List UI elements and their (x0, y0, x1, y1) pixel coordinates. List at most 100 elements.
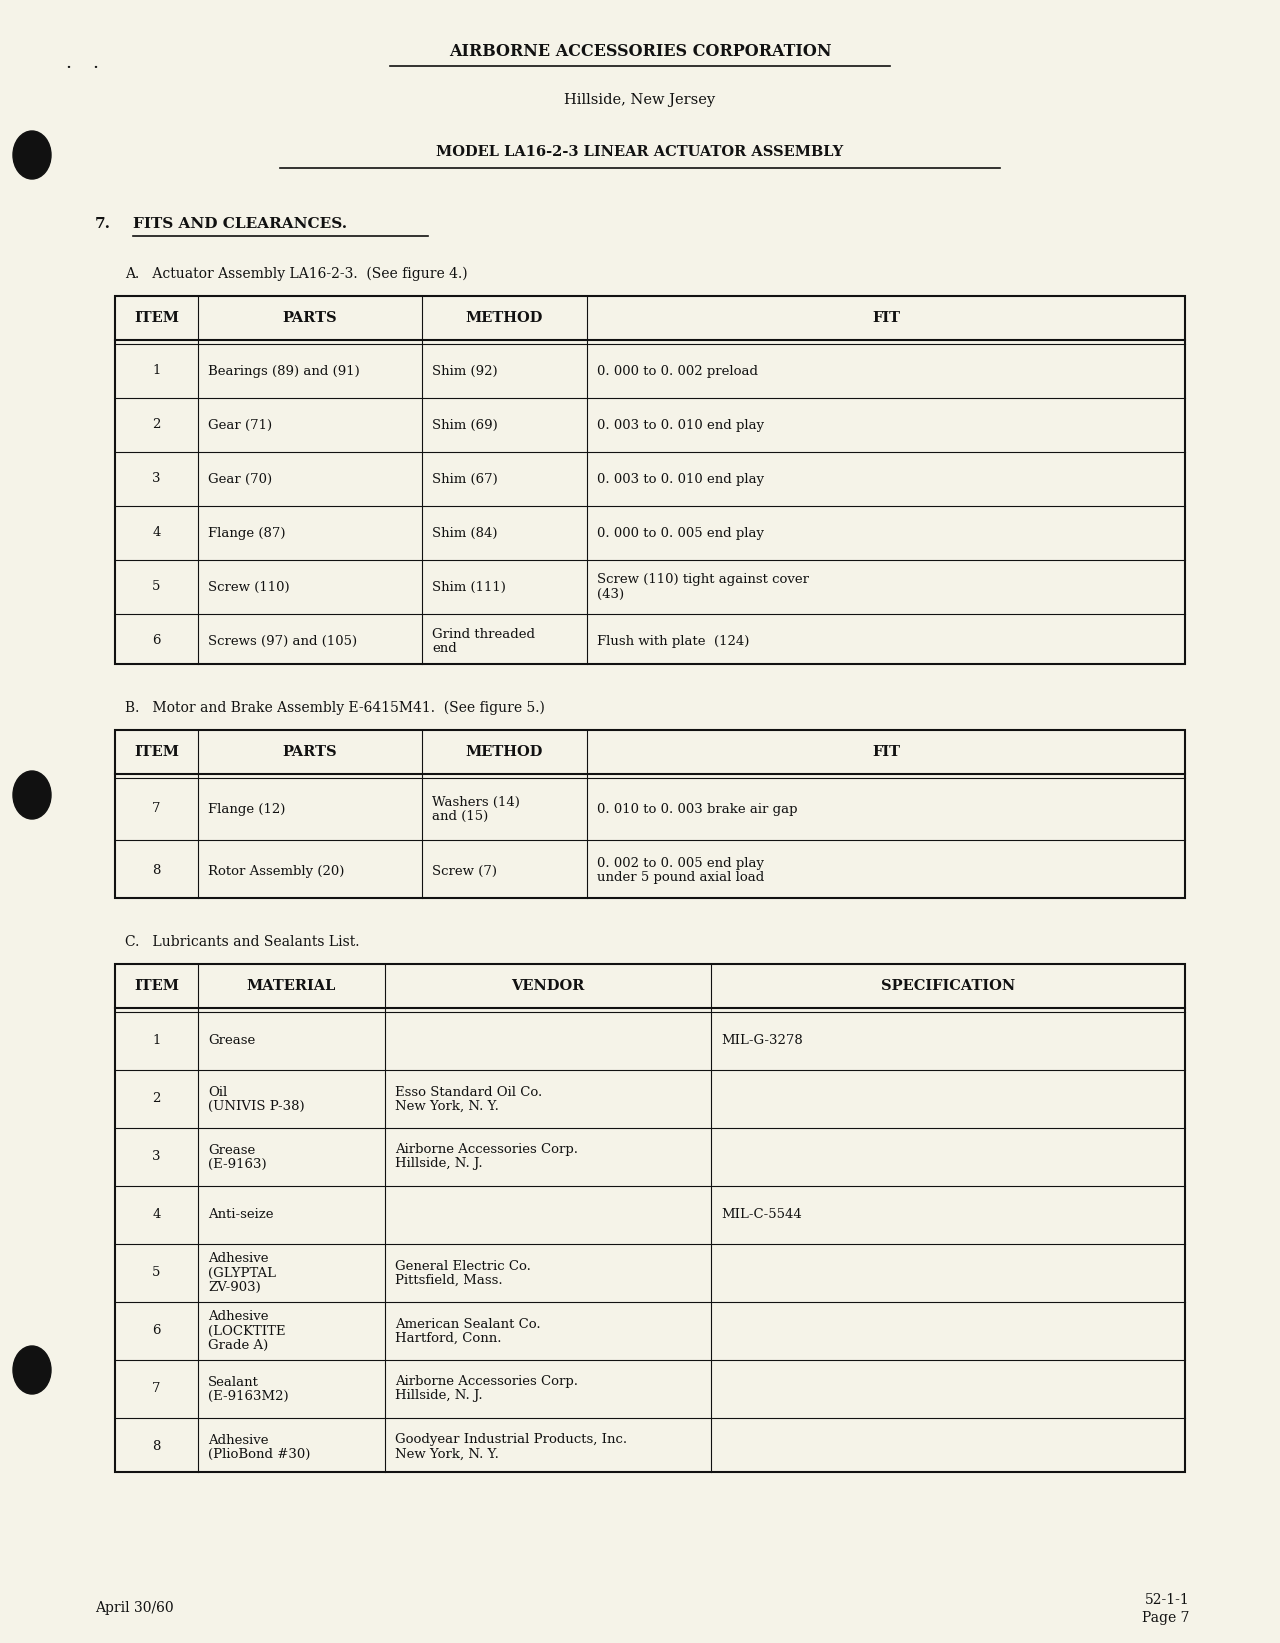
Text: Flush with plate  (124): Flush with plate (124) (596, 634, 749, 647)
Text: 7.: 7. (95, 217, 111, 232)
Text: Adhesive: Adhesive (207, 1433, 269, 1446)
Text: AIRBORNE ACCESSORIES CORPORATION: AIRBORNE ACCESSORIES CORPORATION (449, 43, 831, 61)
Text: A.   Actuator Assembly LA16-2-3.  (See figure 4.): A. Actuator Assembly LA16-2-3. (See figu… (125, 266, 467, 281)
Text: PARTS: PARTS (283, 744, 338, 759)
Text: end: end (433, 641, 457, 654)
Text: C.   Lubricants and Sealants List.: C. Lubricants and Sealants List. (125, 935, 360, 950)
Text: Hillside, N. J.: Hillside, N. J. (396, 1390, 483, 1403)
Text: ITEM: ITEM (134, 979, 179, 992)
Text: 8: 8 (152, 864, 161, 877)
Text: 5: 5 (152, 580, 161, 593)
Text: Screw (7): Screw (7) (433, 864, 497, 877)
Text: Flange (87): Flange (87) (207, 526, 285, 539)
Text: 52-1-1: 52-1-1 (1146, 1594, 1190, 1607)
Text: VENDOR: VENDOR (511, 979, 585, 992)
Text: (43): (43) (596, 588, 625, 600)
Bar (115, 296, 1185, 664)
Text: 3: 3 (152, 1150, 161, 1163)
Text: Shim (69): Shim (69) (433, 419, 498, 432)
Text: Esso Standard Oil Co.: Esso Standard Oil Co. (396, 1086, 543, 1099)
Text: ITEM: ITEM (134, 744, 179, 759)
Text: Goodyear Industrial Products, Inc.: Goodyear Industrial Products, Inc. (396, 1433, 627, 1446)
Text: ZV-903): ZV-903) (207, 1280, 261, 1293)
Text: 0. 003 to 0. 010 end play: 0. 003 to 0. 010 end play (596, 473, 764, 485)
Text: Grease: Grease (207, 1035, 255, 1048)
Text: Adhesive: Adhesive (207, 1311, 269, 1324)
Text: Shim (67): Shim (67) (433, 473, 498, 485)
Text: 7: 7 (152, 1382, 161, 1395)
Text: Grade A): Grade A) (207, 1339, 269, 1352)
Text: Flange (12): Flange (12) (207, 802, 285, 815)
Text: Shim (111): Shim (111) (433, 580, 506, 593)
Text: 2: 2 (152, 419, 161, 432)
Text: 0. 000 to 0. 005 end play: 0. 000 to 0. 005 end play (596, 526, 764, 539)
Text: Gear (71): Gear (71) (207, 419, 273, 432)
Text: Anti-seize: Anti-seize (207, 1209, 274, 1221)
Text: Washers (14): Washers (14) (433, 795, 520, 808)
Text: New York, N. Y.: New York, N. Y. (396, 1099, 499, 1112)
Text: FITS AND CLEARANCES.: FITS AND CLEARANCES. (133, 217, 347, 232)
Text: Screw (110) tight against cover: Screw (110) tight against cover (596, 573, 809, 587)
Text: Screws (97) and (105): Screws (97) and (105) (207, 634, 357, 647)
Text: 4: 4 (152, 1209, 161, 1221)
Text: 6: 6 (152, 1324, 161, 1337)
Text: 4: 4 (152, 526, 161, 539)
Text: (GLYPTAL: (GLYPTAL (207, 1267, 276, 1280)
Bar (115, 729, 1185, 899)
Text: 7: 7 (152, 802, 161, 815)
Text: 6: 6 (152, 634, 161, 647)
Text: Rotor Assembly (20): Rotor Assembly (20) (207, 864, 344, 877)
Text: MIL-C-5544: MIL-C-5544 (721, 1209, 801, 1221)
Text: MATERIAL: MATERIAL (247, 979, 337, 992)
Text: 2: 2 (152, 1093, 161, 1106)
Text: Sealant: Sealant (207, 1375, 259, 1388)
Text: Adhesive: Adhesive (207, 1252, 269, 1265)
Text: 8: 8 (152, 1441, 161, 1454)
Text: Hartford, Conn.: Hartford, Conn. (396, 1331, 502, 1344)
Text: (PlioBond #30): (PlioBond #30) (207, 1447, 310, 1461)
Text: Airborne Accessories Corp.: Airborne Accessories Corp. (396, 1375, 579, 1388)
Text: FIT: FIT (872, 311, 900, 325)
Ellipse shape (13, 1346, 51, 1393)
Text: 3: 3 (152, 473, 161, 485)
Text: New York, N. Y.: New York, N. Y. (396, 1447, 499, 1461)
Text: 5: 5 (152, 1267, 161, 1280)
Text: Shim (84): Shim (84) (433, 526, 498, 539)
Text: Grind threaded: Grind threaded (433, 628, 535, 641)
Text: under 5 pound axial load: under 5 pound axial load (596, 871, 764, 884)
Text: Hillside, N. J.: Hillside, N. J. (396, 1158, 483, 1170)
Text: ITEM: ITEM (134, 311, 179, 325)
Text: 1: 1 (152, 365, 161, 378)
Text: METHOD: METHOD (466, 311, 543, 325)
Ellipse shape (13, 131, 51, 179)
Text: April 30/60: April 30/60 (95, 1600, 174, 1615)
Text: Pittsfield, Mass.: Pittsfield, Mass. (396, 1273, 503, 1286)
Text: Airborne Accessories Corp.: Airborne Accessories Corp. (396, 1144, 579, 1157)
Text: 0. 002 to 0. 005 end play: 0. 002 to 0. 005 end play (596, 858, 764, 871)
Text: ·: · (92, 59, 99, 77)
Text: and (15): and (15) (433, 810, 488, 823)
Text: General Electric Co.: General Electric Co. (396, 1260, 531, 1272)
Text: Screw (110): Screw (110) (207, 580, 289, 593)
Text: (E-9163M2): (E-9163M2) (207, 1390, 288, 1403)
Text: Hillside, New Jersey: Hillside, New Jersey (564, 94, 716, 107)
Text: 0. 003 to 0. 010 end play: 0. 003 to 0. 010 end play (596, 419, 764, 432)
Text: Shim (92): Shim (92) (433, 365, 498, 378)
Text: Bearings (89) and (91): Bearings (89) and (91) (207, 365, 360, 378)
Text: ·: · (65, 59, 72, 77)
Text: Gear (70): Gear (70) (207, 473, 273, 485)
Text: Oil: Oil (207, 1086, 228, 1099)
Text: 0. 010 to 0. 003 brake air gap: 0. 010 to 0. 003 brake air gap (596, 802, 797, 815)
Text: SPECIFICATION: SPECIFICATION (881, 979, 1015, 992)
Text: Page 7: Page 7 (1143, 1612, 1190, 1625)
Text: FIT: FIT (872, 744, 900, 759)
Text: American Sealant Co.: American Sealant Co. (396, 1318, 540, 1331)
Text: (LOCKTITE: (LOCKTITE (207, 1324, 285, 1337)
Text: METHOD: METHOD (466, 744, 543, 759)
Ellipse shape (13, 771, 51, 818)
Text: (UNIVIS P-38): (UNIVIS P-38) (207, 1099, 305, 1112)
Text: 1: 1 (152, 1035, 161, 1048)
Bar (115, 964, 1185, 1472)
Text: MODEL LA16-2-3 LINEAR ACTUATOR ASSEMBLY: MODEL LA16-2-3 LINEAR ACTUATOR ASSEMBLY (436, 145, 844, 159)
Text: Grease: Grease (207, 1144, 255, 1157)
